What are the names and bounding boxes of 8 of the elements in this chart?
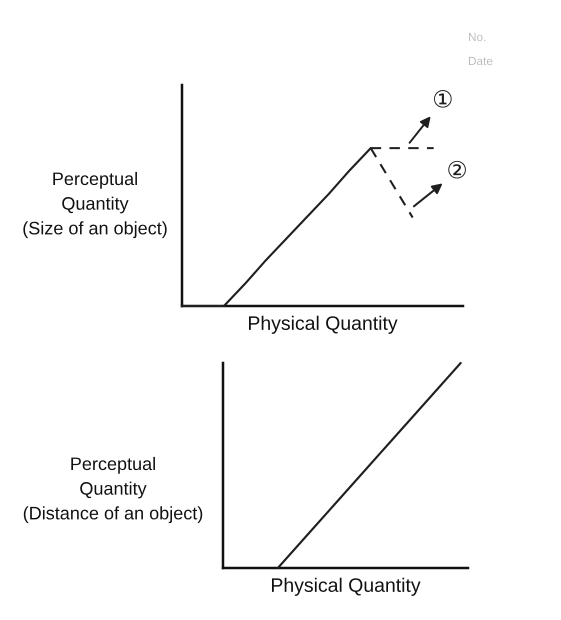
text: No. <box>468 32 486 42</box>
text: ② <box>448 160 466 179</box>
x-axis-title: Physical Quantity <box>272 578 421 596</box>
text: Date <box>468 56 492 66</box>
y-axis-title: Perceptual Quantity (Size of an object) <box>23 172 167 238</box>
x-axis-title: Physical Quantity <box>248 316 398 334</box>
y-axis-title: Perceptual Quantity (Distance of an object) <box>24 456 202 524</box>
series-label: ① <box>434 90 452 108</box>
